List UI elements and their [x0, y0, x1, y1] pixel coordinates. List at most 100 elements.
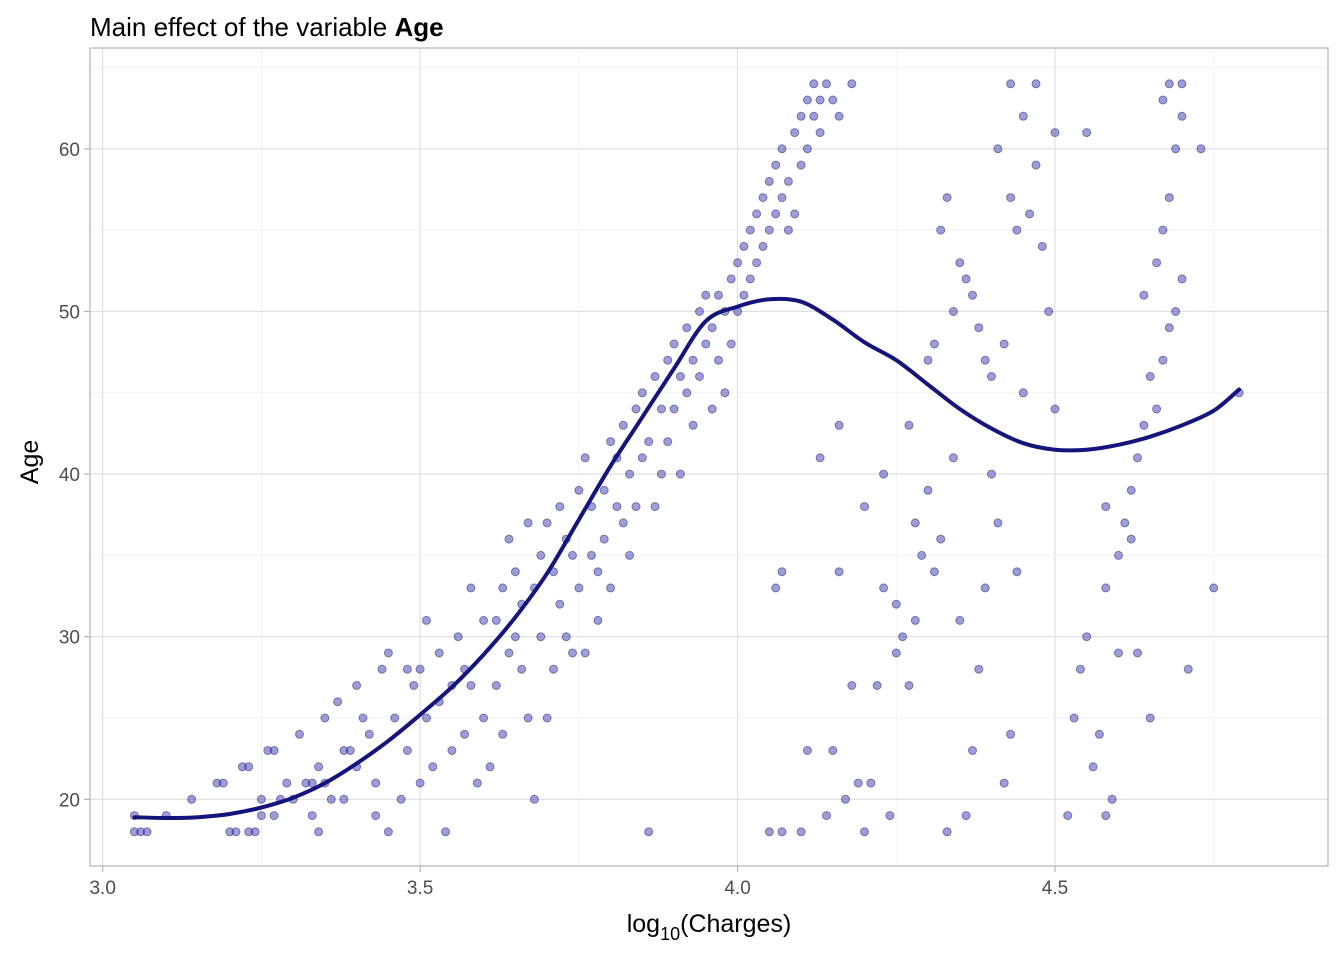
data-point: [307, 778, 317, 788]
data-point: [1044, 307, 1054, 316]
data-point: [314, 827, 324, 837]
data-point: [720, 388, 730, 398]
data-point: [669, 404, 679, 414]
data-point: [726, 274, 736, 284]
data-point: [1037, 241, 1047, 251]
data-point: [396, 794, 406, 804]
data-point: [987, 372, 996, 381]
data-point: [866, 778, 876, 788]
data-point: [1171, 144, 1181, 154]
data-point: [999, 778, 1009, 788]
data-point: [663, 437, 673, 447]
data-point: [682, 388, 692, 398]
data-point: [320, 713, 330, 723]
x-axis-title: log10(Charges): [627, 910, 792, 944]
data-point: [879, 469, 889, 479]
data-point: [383, 648, 393, 658]
data-point: [491, 615, 501, 625]
data-point: [409, 681, 419, 690]
chart-title-prefix: Main effect of the variable: [90, 12, 394, 42]
data-point: [980, 355, 990, 365]
data-point: [1050, 128, 1060, 138]
data-point: [828, 746, 838, 755]
data-point: [504, 648, 514, 658]
data-point: [555, 502, 565, 512]
data-point: [1018, 111, 1028, 121]
data-point: [650, 372, 660, 381]
data-point: [872, 681, 882, 690]
data-point: [415, 778, 425, 788]
data-point: [1025, 209, 1035, 219]
data-point: [714, 355, 723, 365]
data-point: [974, 323, 984, 333]
data-point: [517, 664, 527, 674]
panel-border: [89, 47, 1329, 867]
data-point: [549, 664, 558, 674]
data-point: [1133, 453, 1142, 463]
data-point: [675, 372, 685, 381]
data-point: [587, 550, 596, 560]
data-point: [612, 502, 622, 512]
data-point: [726, 339, 736, 349]
data-point: [847, 79, 857, 89]
y-tick-label: 40: [59, 465, 80, 486]
data-point: [371, 811, 381, 821]
data-point: [745, 225, 755, 235]
data-point: [1114, 550, 1123, 560]
data-point: [568, 550, 577, 560]
data-point: [1196, 144, 1206, 154]
data-point: [187, 794, 197, 804]
data-point: [1006, 193, 1016, 203]
data-point: [1177, 79, 1187, 89]
chart-title-bold: Age: [394, 12, 443, 42]
data-point: [1012, 567, 1022, 577]
data-point: [910, 518, 920, 528]
data-point: [701, 339, 711, 349]
data-point: [993, 144, 1003, 154]
data-point: [1006, 79, 1016, 89]
data-point: [606, 583, 616, 593]
data-point: [809, 79, 819, 89]
data-point: [739, 241, 749, 251]
data-point: [923, 485, 933, 495]
data-point: [625, 550, 635, 560]
data-point: [1126, 485, 1136, 495]
data-point: [504, 534, 514, 544]
y-axis-ticks: 20 30 40 50 60: [59, 140, 90, 811]
data-point: [891, 648, 901, 658]
data-point: [422, 713, 431, 723]
data-point: [663, 355, 673, 365]
data-point: [256, 794, 266, 804]
y-tick-label: 30: [59, 628, 80, 649]
data-point: [815, 95, 825, 105]
data-point: [707, 323, 717, 333]
y-axis-title: Age: [16, 440, 44, 484]
data-point: [758, 193, 768, 203]
data-point: [809, 111, 819, 121]
data-point: [942, 193, 952, 203]
data-point: [764, 827, 774, 837]
data-point: [993, 518, 1003, 528]
data-point: [1101, 502, 1111, 512]
data-point: [802, 746, 812, 755]
data-point: [796, 111, 806, 121]
data-point: [682, 323, 692, 333]
data-point: [923, 355, 933, 365]
data-point: [929, 339, 939, 349]
data-point: [1158, 225, 1168, 235]
data-point: [1152, 258, 1162, 268]
data-point: [1126, 534, 1136, 544]
data-point: [898, 632, 908, 642]
data-point: [853, 778, 863, 788]
data-point: [796, 827, 806, 837]
data-point: [885, 811, 895, 821]
data-point: [625, 469, 635, 479]
data-point: [142, 827, 152, 837]
data-point: [599, 534, 609, 544]
smooth-curve-group: [132, 296, 1242, 820]
data-point: [250, 827, 260, 837]
data-point: [948, 453, 958, 463]
data-point: [282, 778, 292, 788]
data-point: [606, 437, 616, 447]
data-point: [244, 762, 254, 772]
